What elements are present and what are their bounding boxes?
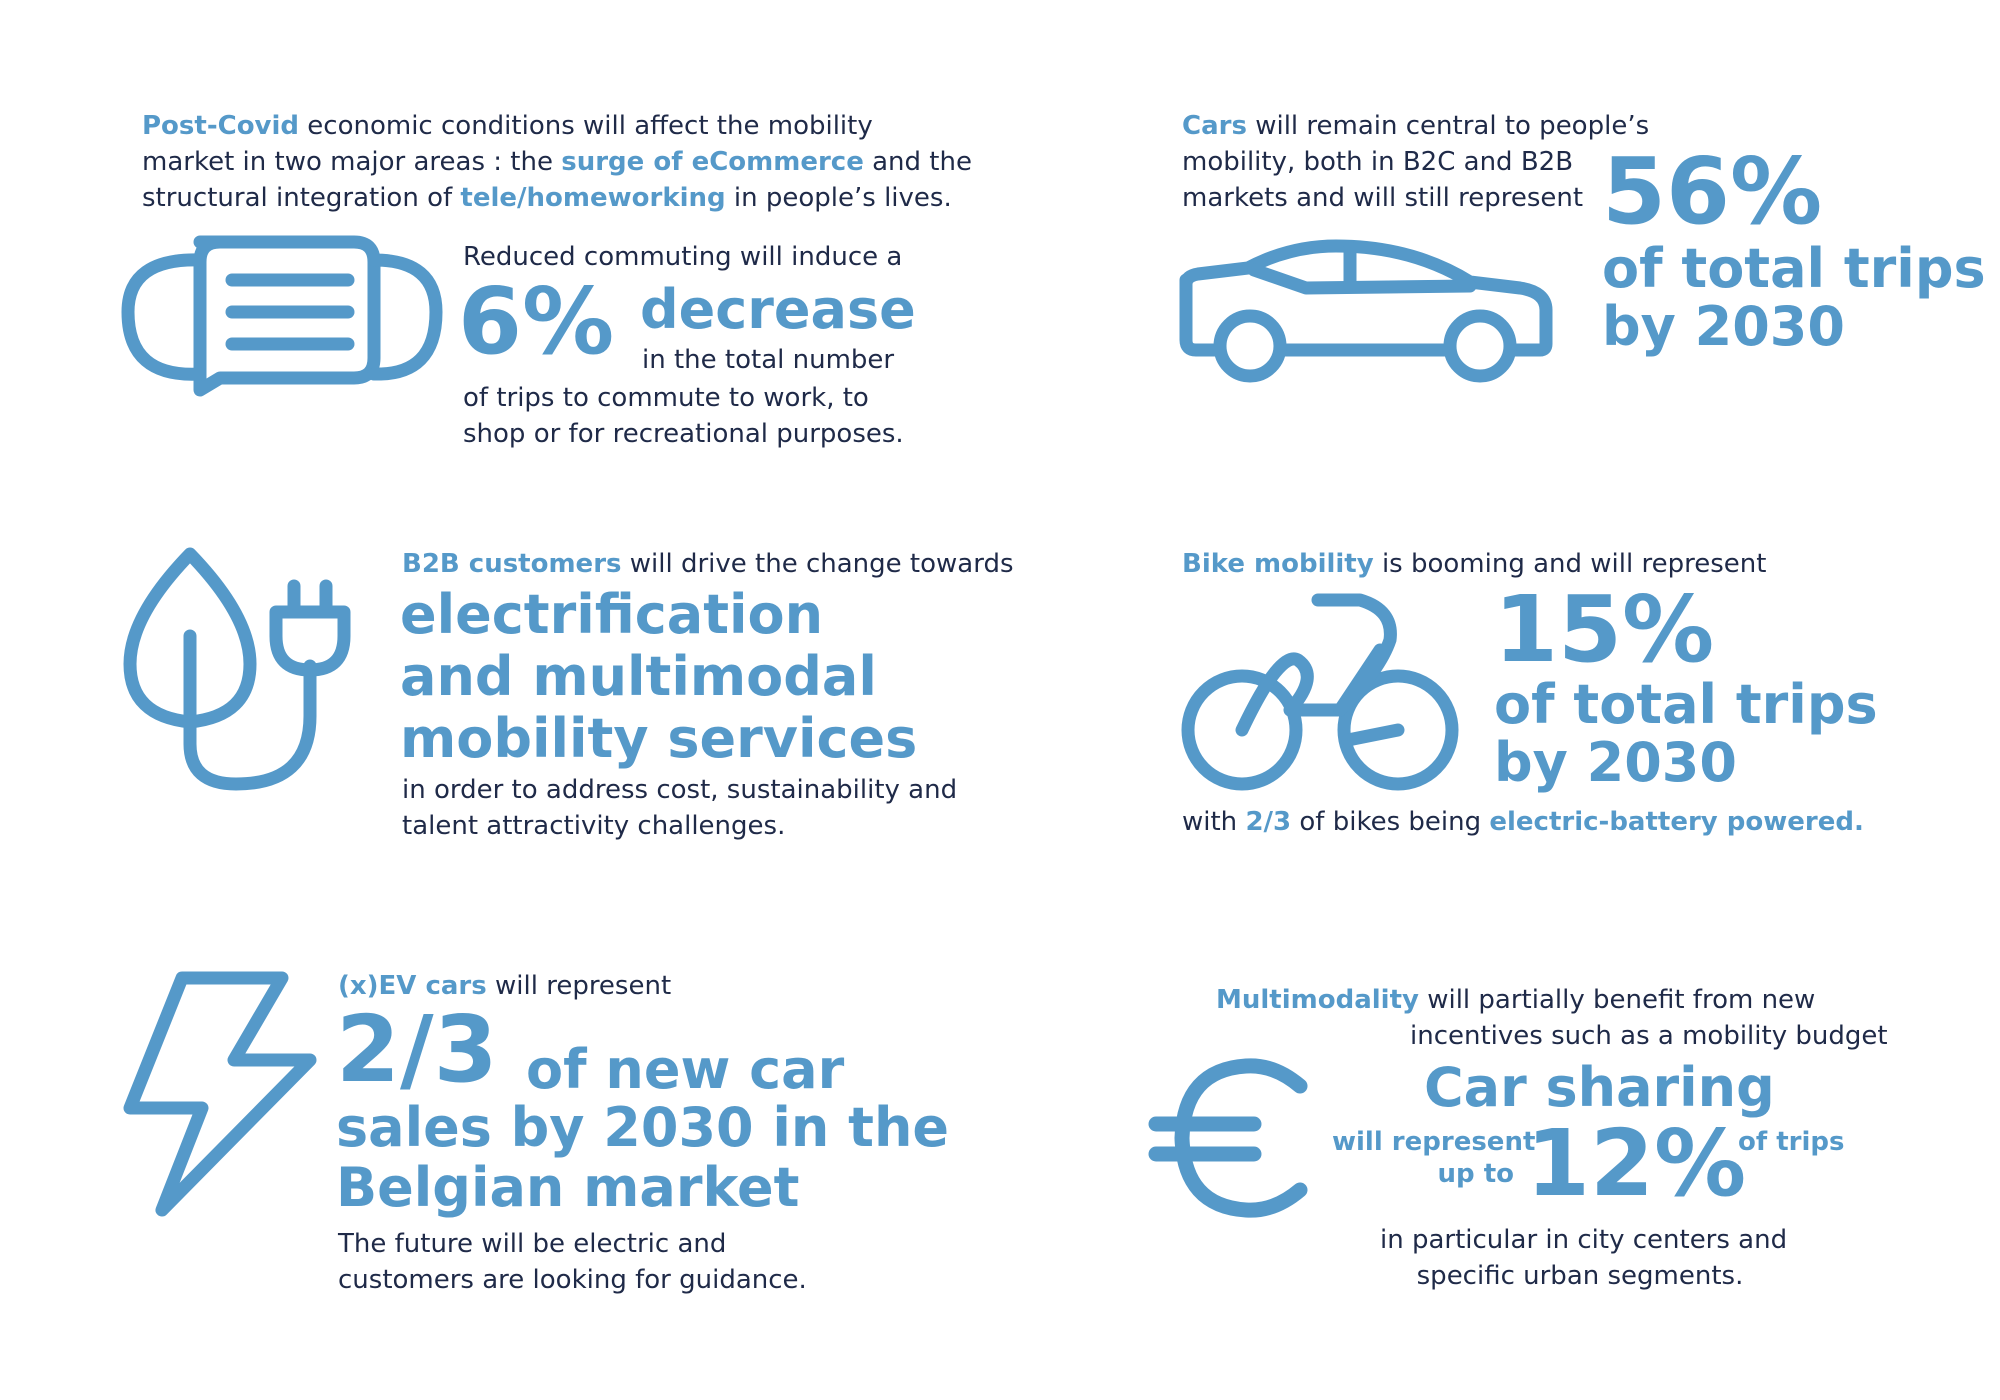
multi-after-1: in particular in city centers and [1380,1225,1788,1255]
multi-lead-text: will partially benefit from new [1418,985,1816,1015]
multi-stat-value: 12% [1526,1110,1747,1217]
ev-lead-highlight: (x)EV cars [338,971,487,1001]
electric-battery-highlight: electric-battery powered. [1489,807,1864,837]
eco-plug-icon [120,546,380,796]
b2b-big-line-2: and multimodal [400,645,877,708]
covid-lead-text-3b: in people’s lives. [725,183,952,213]
covid-stat-value: 6% [458,268,615,375]
bike-stat-label: of total trips by 2030 [1494,676,1878,792]
b2b-intro: B2B customers will drive the change towa… [402,546,1014,582]
face-mask-icon [121,232,443,402]
bike-two-thirds-highlight: 2/3 [1245,807,1292,837]
b2b-lead-highlight: B2B customers [402,549,622,579]
cars-stat-value: 56% [1602,138,1823,245]
ev-big-line-2: sales by 2030 in the [336,1096,950,1159]
b2b-lead-text: will drive the change towards [621,549,1014,579]
b2b-after-1: in order to address cost, sustainability… [402,775,958,805]
ev-stat-value: 2/3 [336,996,498,1103]
lightning-bolt-icon [122,970,322,1220]
ev-big-text: sales by 2030 in the Belgian market [336,1098,949,1218]
cars-lead-text: will remain central to people’s [1246,111,1650,141]
b2b-after-2: talent attractivity challenges. [402,811,786,841]
covid-after-2: of trips to commute to work, to [463,383,869,413]
bike-after-text-2: of bikes being [1291,807,1490,837]
ev-big-line-1: of new car [526,1038,845,1101]
covid-after-text: of trips to commute to work, to shop or … [463,380,904,452]
bike-after-text: with [1182,807,1246,837]
bike-stat-line-2: by 2030 [1494,731,1737,794]
ev-after-1: The future will be electric and [338,1229,727,1259]
cars-stat-line-1: of total trips [1602,237,1986,300]
covid-lead-text-2: market in two major areas : the [142,147,562,177]
ev-after: The future will be electric and customer… [338,1226,807,1298]
ev-after-2: customers are looking for guidance. [338,1265,807,1295]
covid-lead-text-3: structural integration of [142,183,461,213]
b2b-big-line-3: mobility services [400,707,918,770]
multi-intro-2: incentives such as a mobility budget [1410,1021,1888,1051]
b2b-big-text: electrification and multimodal mobility … [400,584,917,770]
covid-lead-text: economic conditions will affect the mobi… [299,111,873,141]
multi-lead-highlight: Multimodality [1216,985,1419,1015]
covid-stat-word: decrease [640,278,916,341]
b2b-after: in order to address cost, sustainability… [402,772,957,844]
homeworking-highlight: tele/homeworking [460,183,726,213]
multi-after: in particular in city centers and specif… [1380,1222,1788,1294]
multi-intro-1: Multimodality will partially benefit fro… [1216,982,1815,1018]
ecommerce-highlight: surge of eCommerce [561,147,864,177]
bike-stat-line-1: of total trips [1494,673,1878,736]
bike-after: with 2/3 of bikes being electric-battery… [1182,804,1864,840]
ev-intro: (x)EV cars will represent [338,968,671,1004]
car-icon [1179,239,1553,390]
ev-lead-text: will represent [486,971,672,1001]
covid-lead-text-2b: and the [863,147,972,177]
cars-lead-text-2: mobility, both in B2C and B2B [1182,147,1574,177]
cars-lead-text-3: markets and will still represent [1182,183,1584,213]
euro-icon [1148,1058,1314,1218]
cars-intro: Cars will remain central to people’s mob… [1182,108,1649,216]
cars-stat-line-2: by 2030 [1602,295,1845,358]
covid-after-1: in the total number [642,345,895,375]
bicycle-icon [1180,590,1460,791]
covid-after-3: shop or for recreational purposes. [463,419,904,449]
multi-left-label: will represent up to [1332,1126,1536,1190]
multi-left-line-1: will represent [1332,1127,1536,1157]
cars-lead-highlight: Cars [1182,111,1247,141]
multi-left-line-2: up to [1437,1159,1514,1189]
cars-stat-label: of total trips by 2030 [1602,240,1986,356]
bike-stat-value: 15% [1494,576,1715,683]
bike-lead-text: is booming and will represent [1373,549,1767,579]
ev-big-line-3: Belgian market [336,1156,800,1219]
b2b-big-line-1: electrification [400,583,824,646]
car-sharing-title: Car sharing [1424,1056,1775,1119]
multi-after-2: specific urban segments. [1416,1261,1744,1291]
covid-pre-text: Reduced commuting will induce a [463,242,903,272]
bike-intro: Bike mobility is booming and will repres… [1182,546,1766,582]
covid-intro: Post-Covid economic conditions will affe… [142,108,972,216]
multi-right-label: of trips [1738,1127,1845,1157]
bike-lead-highlight: Bike mobility [1182,549,1374,579]
covid-lead-highlight: Post-Covid [142,111,300,141]
